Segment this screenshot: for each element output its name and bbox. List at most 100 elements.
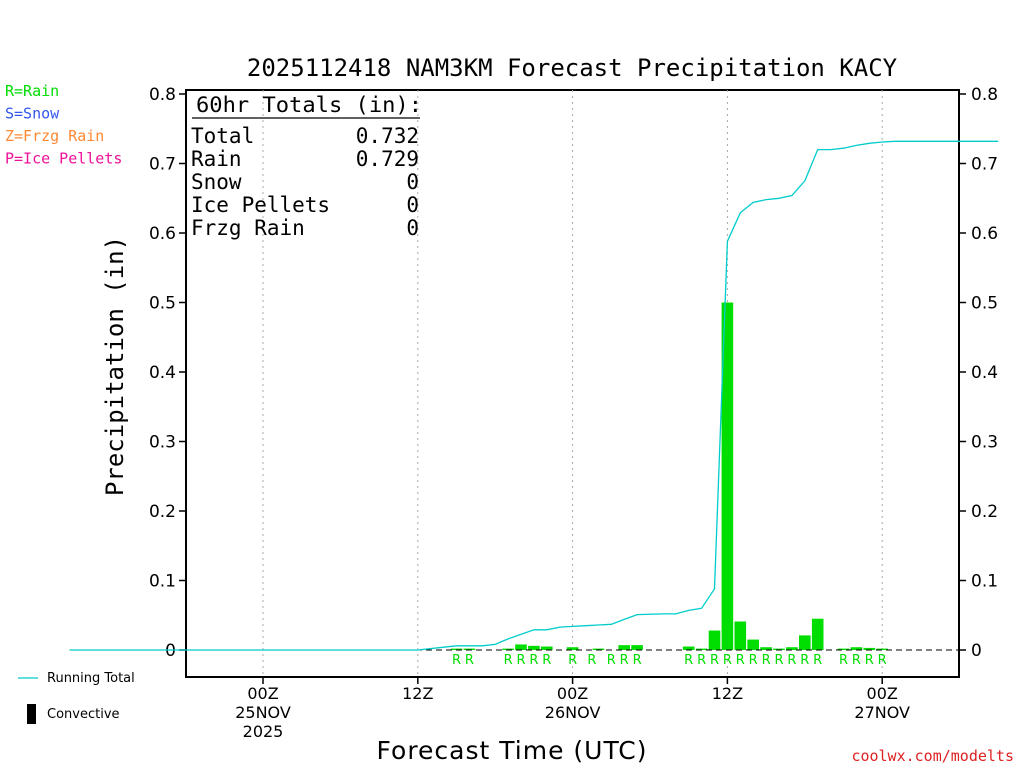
precip-type-mark-20: R [800, 653, 809, 668]
x-tick-label-4-1: 00Z [867, 684, 898, 703]
totals-label-0: Total [191, 124, 254, 148]
precip-type-mark-11: R [684, 653, 693, 668]
precip-type-mark-7: R [587, 653, 596, 668]
precip-type-mark-9: R [620, 653, 629, 668]
x-tick-label-4-2: 27NOV [854, 703, 910, 722]
precip-bar-3 [515, 644, 527, 650]
x-tick-label-3-1: 12Z [712, 684, 743, 703]
precip-type-mark-16: R [749, 653, 758, 668]
grid-lines [262, 90, 883, 677]
precip-type-mark-25: R [878, 653, 887, 668]
precip-bar-0 [450, 648, 463, 650]
y-tick-label-left-8: 0.8 [149, 85, 176, 105]
precip-bar-10 [682, 646, 695, 650]
precip-type-mark-6: R [568, 653, 577, 668]
totals-label-1: Rain [191, 147, 242, 171]
x-tick-label-2-1: 00Z [557, 684, 588, 703]
y-tick-label-right-6: 0.6 [971, 224, 998, 244]
y-tick-label-right-8: 0.8 [971, 85, 998, 105]
precip-bar-12 [708, 630, 721, 650]
precip-type-mark-3: R [516, 653, 525, 668]
y-tick-label-right-0: 0 [971, 641, 982, 661]
series-legend-label-0: Running Total [47, 671, 135, 686]
precip-bar-14 [734, 621, 747, 650]
totals-label-2: Snow [191, 170, 242, 194]
precip-bar-9 [631, 645, 643, 650]
precip-bar-13 [721, 302, 734, 650]
y-tick-label-right-3: 0.3 [971, 433, 998, 453]
y-axis-left: 0 0.1 0.2 0.3 0.4 0.5 0.6 0.7 0.8 [149, 85, 186, 661]
y-tick-label-right-5: 0.5 [971, 294, 998, 314]
type-legend-item-1: S=Snow [5, 105, 60, 123]
series-legend: Running Total Convective [18, 671, 135, 724]
precip-bar-23 [863, 647, 876, 650]
type-legend-item-3: P=Ice Pellets [5, 150, 122, 168]
type-legend-item-0: R=Rain [5, 82, 59, 100]
precip-bar-22 [850, 647, 863, 650]
precip-bar-19 [799, 635, 811, 650]
precip-type-mark-15: R [736, 653, 745, 668]
precip-type-mark-0: R [452, 653, 461, 668]
x-tick-label-0-1: 00Z [247, 684, 278, 703]
precip-type-mark-18: R [774, 653, 783, 668]
y-tick-label-left-1: 0.1 [149, 572, 176, 592]
y-tick-label-right-7: 0.7 [971, 155, 998, 175]
precip-type-mark-5: R [542, 653, 551, 668]
precip-bar-4 [528, 645, 540, 650]
precip-type-mark-14: R [723, 653, 732, 668]
totals-label-4: Frzg Rain [191, 216, 305, 240]
totals-value-3: 0 [406, 193, 419, 217]
totals-label-3: Ice Pellets [191, 193, 330, 217]
precip-bar-2 [502, 648, 514, 650]
totals-heading: 60hr Totals (in): [196, 93, 422, 117]
totals-value-2: 0 [406, 170, 419, 194]
precip-type-mark-10: R [633, 653, 642, 668]
x-tick-label-1-1: 12Z [402, 684, 433, 703]
precip-bar-1 [463, 648, 476, 650]
y-axis-label: Precipitation (in) [101, 236, 129, 496]
precip-bar-11 [695, 648, 708, 650]
precip-type-mark-13: R [710, 653, 719, 668]
precip-bars [450, 302, 888, 650]
y-tick-label-right-2: 0.2 [971, 502, 998, 522]
precip-type-mark-24: R [865, 653, 874, 668]
precip-type-mark-17: R [762, 653, 771, 668]
precip-bar-8 [618, 645, 630, 650]
type-legend-item-2: Z=Frzg Rain [5, 127, 104, 145]
precip-bar-20 [811, 618, 824, 650]
y-tick-label-right-4: 0.4 [971, 363, 998, 383]
precip-type-mark-2: R [504, 653, 513, 668]
y-tick-label-left-0: 0 [165, 641, 176, 661]
y-tick-label-left-5: 0.5 [149, 294, 176, 314]
y-tick-label-right-1: 0.1 [971, 572, 998, 592]
precip-type-mark-23: R [852, 653, 861, 668]
precip-type-mark-22: R [839, 653, 848, 668]
precip-bar-24 [876, 648, 888, 650]
y-tick-label-left-3: 0.3 [149, 433, 176, 453]
x-tick-label-0-3: 2025 [243, 722, 284, 741]
precip-bar-6 [566, 647, 579, 650]
precip-bar-5 [541, 646, 553, 650]
y-tick-label-left-7: 0.7 [149, 155, 176, 175]
y-tick-label-left-2: 0.2 [149, 502, 176, 522]
y-axis-right: 0 0.1 0.2 0.3 0.4 0.5 0.6 0.7 0.8 [959, 85, 998, 661]
totals-box: 60hr Totals (in): Total 0.732 Rain 0.729 Sno… [191, 93, 422, 240]
chart-title: 2025112418 NAM3KM Forecast Precipitation… [247, 54, 898, 82]
series-legend-swatch-1 [27, 704, 36, 724]
precip-type-mark-21: R [813, 653, 822, 668]
totals-value-4: 0 [406, 216, 419, 240]
precip-type-mark-4: R [529, 653, 538, 668]
credit-text: coolwx.com/modelts [851, 747, 1014, 765]
precip-type-mark-12: R [697, 653, 706, 668]
precip-type-mark-1: R [465, 653, 474, 668]
precip-type-mark-8: R [607, 653, 616, 668]
precip-bar-15 [747, 639, 759, 650]
x-axis-label: Forecast Time (UTC) [377, 736, 648, 765]
precip-bar-16 [760, 647, 772, 650]
totals-value-0: 0.732 [356, 124, 419, 148]
running-total-line [69, 140, 999, 651]
totals-rows: Total 0.732 Rain 0.729 Snow 0 Ice Pellets 0 Frzg… [191, 124, 419, 240]
